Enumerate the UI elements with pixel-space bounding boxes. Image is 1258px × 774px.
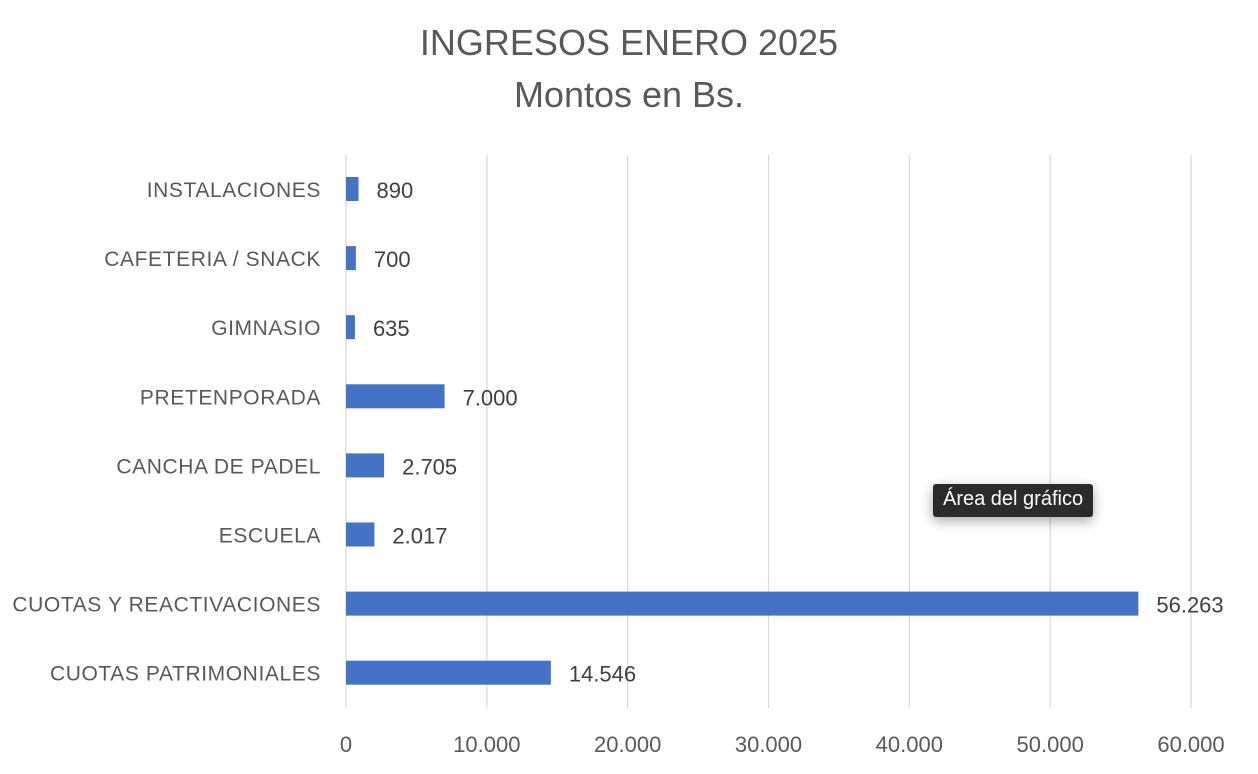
category-label: CUOTAS PATRIMONIALES bbox=[50, 663, 321, 686]
bar[interactable] bbox=[346, 453, 385, 478]
data-label: 890 bbox=[377, 178, 414, 203]
chart-area-tooltip: Área del gráfico bbox=[933, 484, 1094, 517]
data-label: 700 bbox=[374, 247, 411, 272]
bar[interactable] bbox=[346, 384, 445, 409]
x-axis-tick-labels: 0 10.000 20.000 30.000 40.000 50.000 60.000 bbox=[340, 732, 1225, 757]
category-label: CAFETERIA / SNACK bbox=[104, 248, 321, 271]
category-label: CUOTAS Y REACTIVACIONES bbox=[12, 594, 321, 617]
x-tick-label: 60.000 bbox=[1157, 732, 1224, 757]
category-label: CANCHA DE PADEL bbox=[116, 455, 321, 478]
x-tick-label: 10.000 bbox=[453, 732, 520, 757]
data-label: 7.000 bbox=[463, 385, 518, 410]
bar[interactable] bbox=[346, 660, 551, 685]
category-label: ESCUELA bbox=[219, 525, 321, 548]
category-labels: INSTALACIONES CAFETERIA / SNACK GIMNASIO PR… bbox=[12, 179, 321, 686]
x-tick-label: 40.000 bbox=[876, 732, 943, 757]
data-label: 56.263 bbox=[1156, 593, 1223, 618]
x-tick-label: 30.000 bbox=[735, 732, 802, 757]
x-tick-label: 20.000 bbox=[594, 732, 661, 757]
data-label: 14.546 bbox=[569, 662, 636, 687]
bar[interactable] bbox=[346, 315, 355, 340]
category-label: PRETENPORADA bbox=[140, 386, 321, 409]
chart-subtitle: Montos en Bs. bbox=[513, 74, 745, 115]
bar[interactable] bbox=[346, 177, 359, 201]
data-label: 635 bbox=[373, 316, 410, 341]
data-labels: 890 700 635 7.000 2.705 2.017 56.263 14.546 bbox=[373, 178, 1224, 687]
bar[interactable] bbox=[346, 246, 356, 271]
data-label: 2.017 bbox=[392, 524, 447, 549]
gridlines bbox=[345, 155, 1192, 708]
bars bbox=[346, 177, 1139, 685]
x-tick-label: 0 bbox=[340, 732, 352, 757]
category-label: INSTALACIONES bbox=[147, 179, 321, 202]
chart-title: INGRESOS ENERO 2025 bbox=[419, 22, 839, 63]
data-label: 2.705 bbox=[402, 454, 457, 479]
bar[interactable] bbox=[346, 591, 1139, 616]
bar[interactable] bbox=[346, 522, 375, 547]
category-label: GIMNASIO bbox=[211, 317, 321, 340]
x-tick-label: 50.000 bbox=[1017, 732, 1084, 757]
